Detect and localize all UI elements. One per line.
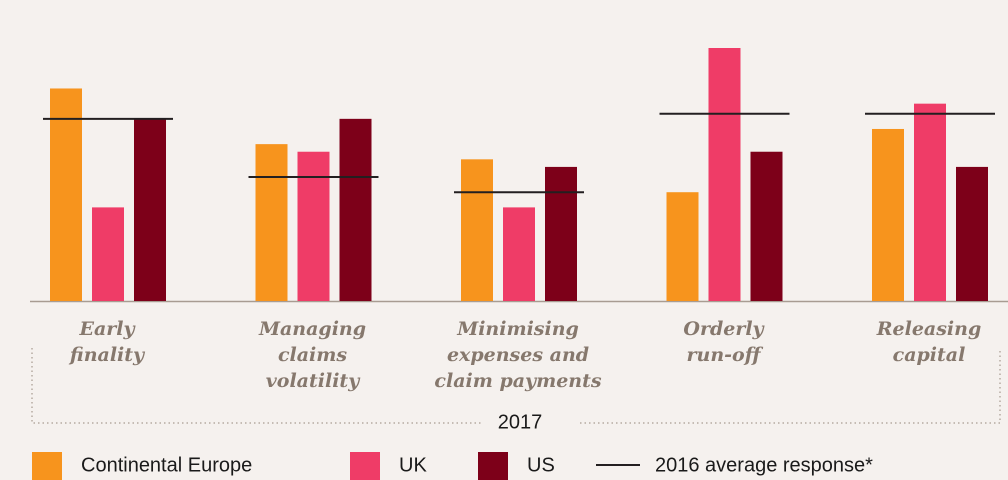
bar — [339, 118, 372, 301]
legend-label: US — [527, 454, 555, 476]
bar — [461, 159, 493, 301]
category-label: capital — [893, 344, 966, 366]
legend-label: 2016 average response* — [655, 454, 873, 476]
category-label: Managing — [258, 318, 366, 340]
category-label: finality — [68, 344, 146, 366]
category-label: Early — [78, 318, 136, 340]
bar — [50, 88, 82, 301]
category-label: claims — [278, 344, 347, 366]
category-label: Releasing — [876, 318, 982, 340]
group-bracket — [31, 348, 1001, 424]
bar — [134, 118, 166, 301]
bar — [666, 192, 699, 301]
legend-swatch — [478, 452, 508, 480]
group-label: 2017 — [498, 411, 543, 433]
category-label: run-off — [687, 344, 764, 366]
bar — [708, 48, 741, 301]
bar — [956, 166, 988, 301]
bar — [914, 103, 946, 301]
category-label: Orderly — [683, 318, 765, 340]
legend-label: Continental Europe — [81, 454, 252, 476]
bar — [255, 144, 288, 301]
bar — [503, 207, 535, 301]
legend-label: UK — [399, 454, 427, 476]
category-label: expenses and — [447, 344, 589, 366]
bar — [872, 128, 904, 301]
category-label: volatility — [266, 370, 361, 392]
bar — [297, 151, 330, 301]
bar — [92, 207, 124, 301]
category-label: claim payments — [434, 370, 601, 392]
bar — [750, 151, 783, 301]
bar — [545, 166, 577, 301]
legend-swatch — [32, 452, 62, 480]
legend-swatch — [350, 452, 380, 480]
category-label: Minimising — [456, 318, 579, 340]
